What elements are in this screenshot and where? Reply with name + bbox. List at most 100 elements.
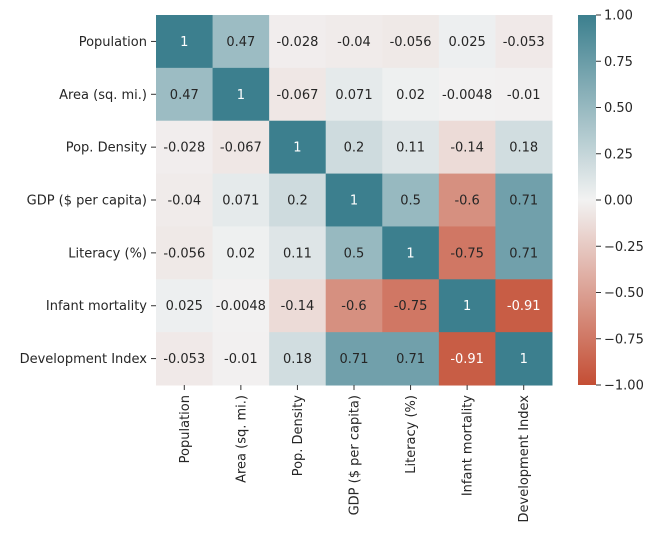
- colorbar: 1.00 0.75 0.50 0.25 0.00 −0.25 −0.50 −0.75 −1.00: [578, 9, 644, 394]
- cell-value-label: -0.053: [163, 352, 205, 367]
- heatmap-cell: [495, 67, 553, 122]
- cell-value-label: 0.71: [396, 352, 425, 367]
- cell-value-label: -0.0048: [442, 88, 492, 103]
- cell-value-label: 0.025: [449, 35, 486, 50]
- colorbar-tick-label: 0.50: [604, 101, 633, 116]
- cell-value-label: -0.91: [450, 352, 484, 367]
- heatmap-cell: [212, 332, 270, 386]
- cell-value-label: 0.071: [222, 194, 259, 209]
- cell-value-label: 0.11: [396, 141, 425, 156]
- y-tick-label: Population: [79, 35, 147, 50]
- cell-value-label: 0.02: [396, 88, 425, 103]
- cell-value-label: 1: [237, 88, 245, 103]
- heatmap-cell: [269, 67, 327, 122]
- heatmap-cell: [269, 332, 327, 386]
- y-tick-label: Infant mortality: [46, 299, 147, 314]
- cell-value-label: 1: [350, 194, 358, 209]
- heatmap-cell: [269, 279, 327, 333]
- heatmap-cell: [269, 226, 327, 280]
- heatmap-cell: [438, 279, 496, 333]
- heatmap-cell: [212, 173, 270, 227]
- cell-value-label: 0.2: [287, 194, 308, 209]
- cell-value-label: 0.11: [283, 246, 312, 261]
- heatmap-cell: [382, 226, 440, 280]
- y-tick-label: GDP ($ per capita): [27, 194, 147, 209]
- colorbar-tick-label: 0.00: [604, 194, 633, 209]
- cell-value-label: 0.71: [509, 194, 538, 209]
- heatmap-cell: [495, 332, 553, 386]
- cell-value-label: -0.75: [450, 246, 484, 261]
- heatmap-cell: [212, 279, 270, 333]
- heatmap-cell: [382, 67, 440, 122]
- heatmap-cell: [438, 120, 496, 175]
- heatmap-cell: [156, 226, 214, 280]
- cell-value-label: 0.18: [283, 352, 312, 367]
- heatmap-cell: [325, 173, 383, 227]
- heatmap-cell: [269, 15, 327, 69]
- x-tick-label: GDP ($ per capita): [347, 395, 362, 515]
- heatmap-cell: [438, 67, 496, 122]
- heatmap-cell: [438, 173, 496, 227]
- cell-value-label: 1: [463, 299, 471, 314]
- heatmap-cell: [325, 332, 383, 386]
- heatmap-cell: [325, 15, 383, 69]
- heatmap-cell: [212, 226, 270, 280]
- cell-value-label: 0.2: [344, 141, 365, 156]
- heatmap-cell: [382, 279, 440, 333]
- x-tick-label: Area (sq. mi.): [234, 395, 249, 483]
- cell-value-label: 1: [520, 352, 528, 367]
- heatmap-cell: [325, 120, 383, 175]
- y-tick-label: Development Index: [20, 352, 148, 367]
- heatmap-cell: [495, 279, 553, 333]
- x-tick-label: Infant mortality: [461, 395, 476, 496]
- heatmap-cell: [156, 15, 214, 69]
- y-tick-label: Literacy (%): [68, 246, 147, 261]
- cell-value-label: -0.04: [337, 35, 371, 50]
- heatmap-cell: [212, 67, 270, 122]
- heatmap-cell: [382, 15, 440, 69]
- colorbar-tick-label: 0.25: [604, 147, 633, 162]
- y-tick-label: Area (sq. mi.): [59, 88, 147, 103]
- cell-value-label: 0.71: [340, 352, 369, 367]
- heatmap-cell: [438, 15, 496, 69]
- heatmap-cell: [212, 120, 270, 175]
- cell-value-label: 0.071: [335, 88, 372, 103]
- heatmap-cell: [495, 173, 553, 227]
- heatmap-cell: [382, 332, 440, 386]
- heatmap-cell: [382, 120, 440, 175]
- cell-value-label: -0.028: [163, 141, 205, 156]
- heatmap-cell: [156, 67, 214, 122]
- cell-value-label: 0.025: [166, 299, 203, 314]
- heatmap-cell: [438, 226, 496, 280]
- cell-value-label: -0.053: [503, 35, 545, 50]
- cell-value-label: 1: [406, 246, 414, 261]
- heatmap-cell: [156, 120, 214, 175]
- heatmap-cell: [269, 173, 327, 227]
- cell-value-label: -0.14: [281, 299, 315, 314]
- x-axis-tick-labels: Population Area (sq. mi.) Pop. Density GDP …: [178, 385, 532, 522]
- heatmap-cell: [325, 67, 383, 122]
- heatmap-cell: [495, 120, 553, 175]
- colorbar-tick-label: 0.75: [604, 55, 633, 70]
- cell-value-label: -0.056: [390, 35, 432, 50]
- heatmap-cell: [156, 332, 214, 386]
- heatmap-cells: [156, 15, 553, 386]
- cell-value-label: -0.91: [507, 299, 541, 314]
- cell-value-label: -0.14: [450, 141, 484, 156]
- cell-value-label: 0.5: [400, 194, 421, 209]
- colorbar-tick-label: −0.50: [604, 286, 644, 301]
- heatmap-cell: [438, 332, 496, 386]
- cell-value-label: -0.01: [224, 352, 258, 367]
- colorbar-tick-label: −0.75: [604, 332, 644, 347]
- heatmap-cell: [325, 226, 383, 280]
- x-tick-label: Pop. Density: [291, 395, 306, 477]
- heatmap-cell: [156, 279, 214, 333]
- cell-value-label: 0.47: [170, 88, 199, 103]
- heatmap-cell: [269, 120, 327, 175]
- cell-value-label: -0.04: [167, 194, 201, 209]
- heatmap-cell: [325, 279, 383, 333]
- cell-value-label: -0.75: [394, 299, 428, 314]
- heatmap-cell: [495, 226, 553, 280]
- cell-value-label: -0.056: [163, 246, 205, 261]
- cell-value-label: 0.5: [344, 246, 365, 261]
